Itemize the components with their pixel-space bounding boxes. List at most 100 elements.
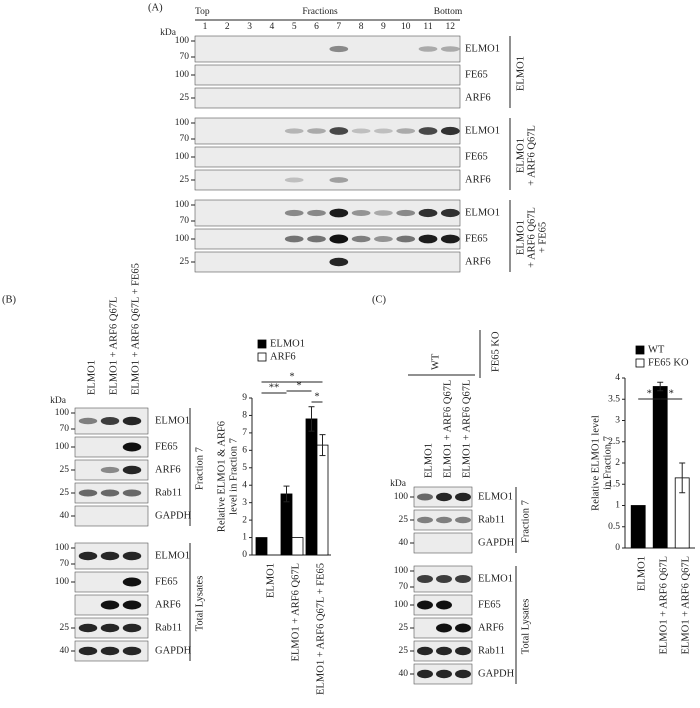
marker-label: 25 (180, 175, 190, 185)
band (455, 646, 471, 656)
condition-label: ELMO1 (515, 138, 526, 173)
y-tick-label: 3 (615, 416, 620, 426)
y-tick-label: 2 (615, 458, 620, 468)
kda-label: kDa (160, 28, 177, 38)
bar (305, 418, 318, 556)
band (436, 492, 452, 502)
protein-label: FE65 (465, 151, 488, 162)
legend-label: WT (648, 344, 665, 355)
marker-label: 70 (60, 424, 70, 434)
band (440, 126, 460, 136)
blot-strip (194, 169, 461, 191)
band (78, 489, 98, 497)
band (396, 209, 416, 217)
y-tick-label: 1 (615, 501, 620, 511)
protein-label: ELMO1 (155, 550, 190, 561)
bar (255, 537, 268, 556)
legend-label: FE65 KO (648, 357, 689, 368)
marker-label: 25 (399, 646, 409, 656)
protein-label: Rab11 (155, 487, 182, 498)
y-tick-label: 3 (242, 498, 247, 508)
lane-label: ELMO1 + ARF6 Q67L + FE65 (130, 263, 141, 395)
marker-label: 100 (394, 566, 409, 576)
protein-label: ELMO1 (465, 125, 500, 136)
error-bar (283, 485, 290, 503)
band (122, 416, 142, 426)
protein-label: ELMO1 (465, 207, 500, 218)
legend-label: ELMO1 (270, 338, 305, 349)
protein-label: FE65 (155, 576, 178, 587)
fraction-number: 8 (359, 22, 364, 32)
band (455, 492, 471, 502)
band (436, 575, 452, 583)
marker-label: 100 (175, 234, 190, 244)
y-tick-label: 2 (242, 515, 247, 525)
kda-label: kDa (390, 479, 407, 489)
bar (291, 537, 304, 556)
condition-label: + ARF6 Q67L (526, 207, 537, 268)
marker-label: 100 (175, 36, 190, 46)
band (100, 646, 120, 656)
bottom-label: Bottom (434, 7, 463, 17)
blot-strip (194, 146, 461, 168)
y-axis-label: Relative ELMO1 & ARF6 (216, 421, 227, 532)
fraction-number: 11 (423, 22, 432, 32)
legend-swatch (635, 358, 645, 368)
y-tick-label: 1.5 (608, 479, 620, 489)
error-bar (308, 406, 315, 432)
marker-label: 70 (180, 216, 190, 226)
band (329, 234, 349, 244)
error-bar (679, 462, 686, 494)
bar (280, 493, 293, 556)
protein-label: ARF6 (478, 622, 504, 633)
protein-label: ARF6 (465, 174, 491, 185)
panel-label: (C) (372, 294, 387, 305)
band (417, 516, 433, 524)
blot-strip (194, 64, 461, 86)
protein-label: Rab11 (478, 514, 505, 525)
band (122, 577, 142, 587)
significance-label: * (669, 388, 674, 399)
blot-strip (413, 532, 473, 554)
band (78, 417, 98, 425)
x-tick-label: ELMO1 (637, 556, 648, 591)
band (417, 493, 433, 501)
y-tick-label: 0 (242, 550, 247, 560)
marker-label: 40 (399, 669, 409, 679)
marker-label: 70 (180, 134, 190, 144)
band (417, 669, 433, 679)
band (374, 210, 393, 216)
protein-label: Rab11 (478, 645, 505, 656)
band (329, 208, 349, 218)
blot-strip (194, 35, 461, 63)
x-tick-label: ELMO1 + ARF6 Q67L (681, 556, 692, 654)
lane-label: ELMO1 + ARF6 Q67L (461, 380, 472, 478)
protein-label: FE65 (155, 441, 178, 452)
marker-label: 25 (399, 623, 409, 633)
protein-label: GAPDH (478, 668, 515, 679)
band (100, 600, 120, 610)
band (122, 623, 142, 633)
band (122, 551, 142, 561)
top-label: Top (195, 7, 210, 17)
section-label: Total Lysates (520, 599, 531, 655)
fraction-number: 5 (292, 22, 297, 32)
y-axis-label: Relative ELMO1 level (590, 415, 601, 511)
y-tick-label: 7 (242, 428, 247, 438)
legend-swatch (257, 339, 267, 349)
marker-label: 25 (180, 257, 190, 267)
protein-label: ELMO1 (155, 415, 190, 426)
band (351, 235, 371, 243)
fraction-number: 12 (446, 22, 456, 32)
band (307, 209, 326, 217)
y-tick-label: 1 (242, 533, 247, 543)
band (329, 127, 349, 135)
protein-label: GAPDH (478, 537, 515, 548)
protein-label: FE65 (465, 233, 488, 244)
band (418, 208, 438, 218)
lane-label: ELMO1 + ARF6 Q67L (442, 380, 453, 478)
band (329, 257, 349, 267)
fractions-heading: Fractions (302, 7, 338, 17)
marker-label: 100 (55, 577, 70, 587)
band (436, 600, 452, 610)
